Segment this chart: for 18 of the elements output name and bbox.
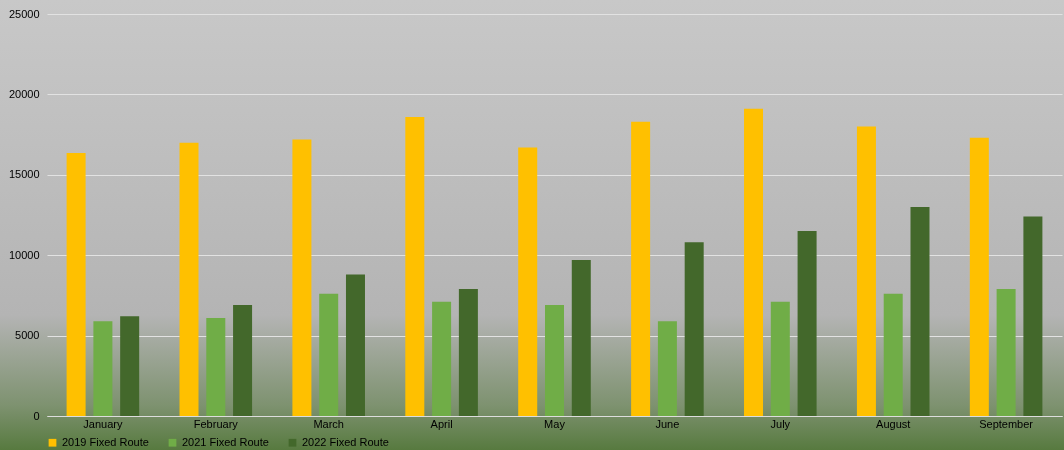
- y-tick-label: 15000: [8, 168, 40, 181]
- y-tick-label: 5000: [15, 329, 40, 342]
- x-tick-label: January: [83, 417, 123, 430]
- x-tick-label: July: [770, 417, 791, 430]
- y-tick-label: 0: [33, 409, 40, 422]
- x-tick-label: April: [430, 417, 453, 430]
- y-tick-label: 25000: [8, 7, 40, 20]
- x-tick-label: May: [544, 417, 566, 430]
- x-tick-label: March: [313, 417, 344, 430]
- legend-label: 2022 Fixed Route: [302, 435, 389, 448]
- legend-label: 2021 Fixed Route: [182, 435, 269, 448]
- x-tick-label: June: [655, 417, 680, 430]
- y-tick-label: 20000: [8, 87, 40, 100]
- x-tick-label: August: [876, 417, 911, 430]
- x-tick-label: February: [193, 417, 239, 430]
- legend-label: 2019 Fixed Route: [62, 435, 149, 448]
- x-tick-label: September: [979, 417, 1034, 430]
- y-tick-label: 10000: [8, 248, 40, 261]
